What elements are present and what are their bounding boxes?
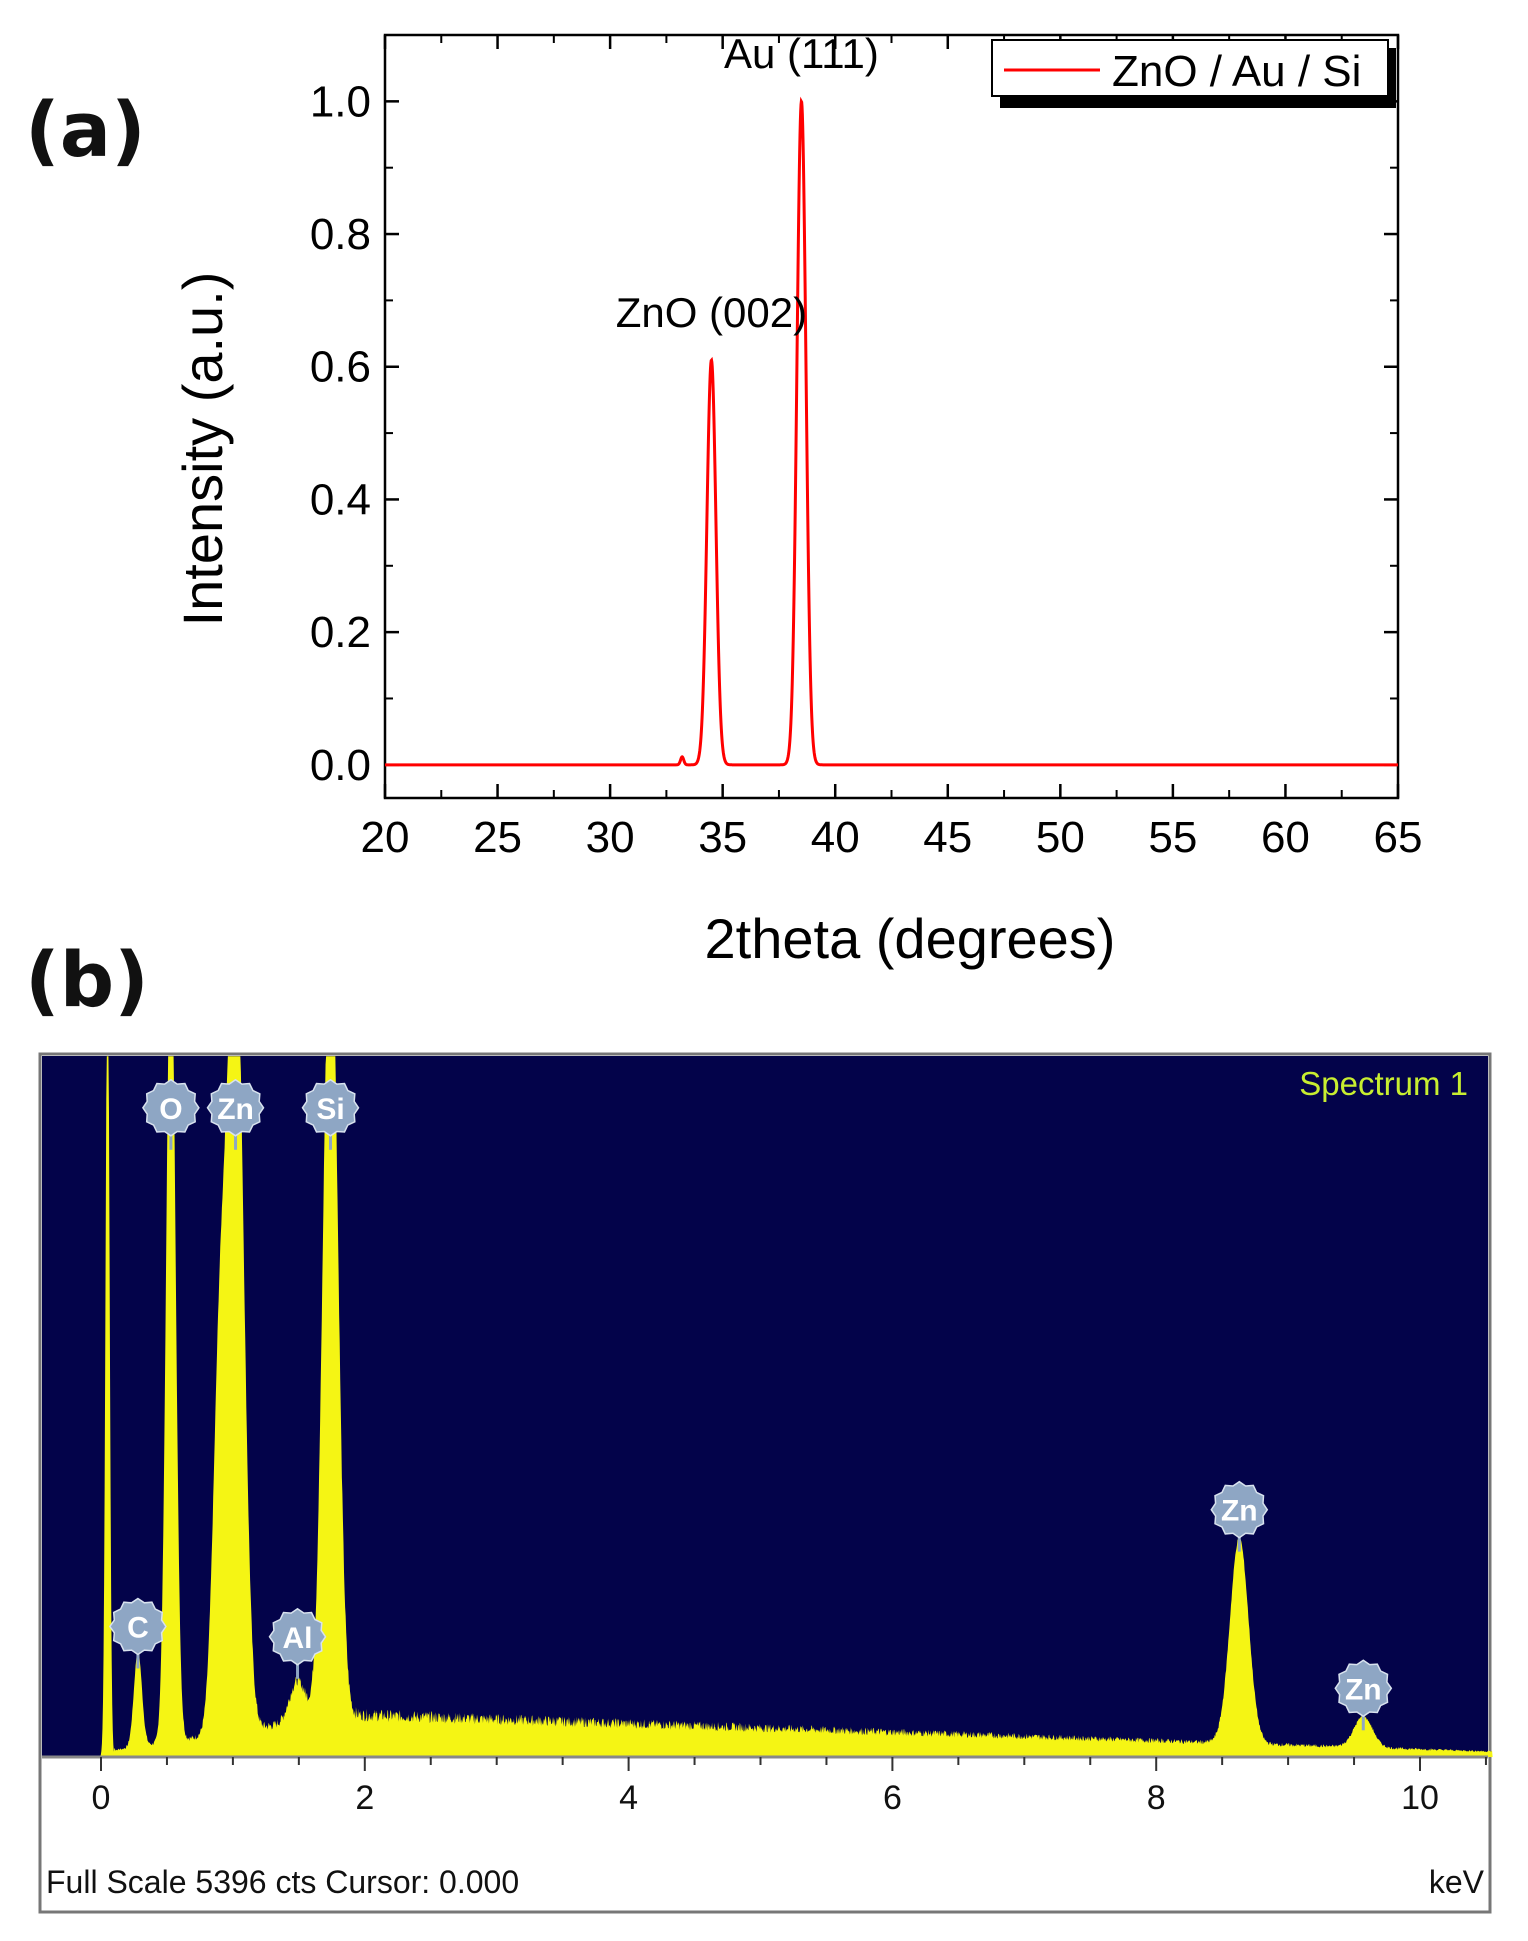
- xrd-legend: ZnO / Au / Si: [991, 39, 1396, 108]
- legend-entry: ZnO / Au / Si: [1112, 47, 1361, 96]
- eds-element-markers: O Zn Si C Al Zn Zn: [108, 1078, 1393, 1731]
- xrd-ytick-label: 0.8: [310, 210, 371, 259]
- eds-xtick-label: 0: [92, 1779, 111, 1817]
- eds-marker-badge: [206, 1078, 265, 1137]
- eds-plot-area: [42, 1056, 1488, 1757]
- xrd-xtick-label: 65: [1374, 813, 1423, 862]
- eds-element-marker: O: [141, 1078, 200, 1150]
- xrd-xtick-label: 20: [361, 813, 410, 862]
- eds-xtick-label: 8: [1147, 1779, 1166, 1817]
- xrd-annotations: Au (111) ZnO (002): [616, 30, 879, 336]
- eds-marker-label: Zn: [1221, 1495, 1258, 1528]
- xrd-ticks: 20 25 30 35 40 45 50 55 60 65 0.0 0.2 0.4 0.6 0.8 1.0: [310, 35, 1423, 862]
- xrd-ytick-label: 1.0: [310, 77, 371, 126]
- xrd-ytick-label: 0.4: [310, 475, 371, 524]
- eds-element-marker: C: [108, 1597, 167, 1669]
- eds-element-marker: Zn: [206, 1078, 265, 1150]
- xrd-xtick-label: 30: [586, 813, 635, 862]
- eds-marker-label: O: [159, 1093, 182, 1126]
- legend-box: [991, 39, 1389, 97]
- eds-marker-label: C: [127, 1611, 149, 1644]
- xrd-ytick-label: 0.0: [310, 741, 371, 790]
- eds-marker-badge: [301, 1078, 360, 1137]
- eds-marker-label: Zn: [217, 1093, 254, 1126]
- eds-element-marker: Zn: [1334, 1659, 1393, 1731]
- xrd-peak-annotation: Au (111): [724, 30, 879, 77]
- xrd-xtick-label: 60: [1261, 813, 1310, 862]
- eds-marker-badge: [108, 1597, 167, 1656]
- eds-marker-badge: [141, 1078, 200, 1137]
- xrd-peak-annotation: ZnO (002): [616, 289, 807, 336]
- xrd-ytick-label: 0.2: [310, 608, 371, 657]
- eds-marker-badge: [1334, 1659, 1393, 1718]
- xrd-ylabel: Intensity (a.u.): [171, 272, 234, 627]
- panel-a-label: (a): [25, 85, 146, 174]
- eds-xtick-label: 10: [1401, 1779, 1439, 1817]
- xrd-ytick-label: 0.6: [310, 343, 371, 392]
- xrd-xtick-label: 45: [923, 813, 972, 862]
- eds-marker-badge: [1210, 1480, 1269, 1539]
- xrd-xtick-label: 35: [698, 813, 747, 862]
- xrd-xtick-label: 50: [1036, 813, 1085, 862]
- eds-marker-badge: [268, 1607, 327, 1666]
- eds-marker-label: Al: [283, 1622, 313, 1655]
- xrd-xtick-label: 25: [473, 813, 522, 862]
- eds-element-marker: Si: [301, 1078, 360, 1150]
- eds-xtick-label: 2: [355, 1779, 374, 1817]
- eds-footer: Full Scale 5396 cts Cursor: 0.000: [46, 1864, 519, 1900]
- eds-element-marker: Al: [268, 1607, 327, 1679]
- eds-xtick-label: 4: [619, 1779, 638, 1817]
- eds-marker-label: Zn: [1345, 1673, 1382, 1706]
- eds-element-marker: Zn: [1210, 1480, 1269, 1552]
- eds-marker-label: Si: [316, 1093, 344, 1126]
- eds-unit-label: keV: [1429, 1864, 1485, 1900]
- xrd-series-line: [385, 96, 1398, 767]
- eds-ticks: 0 2 4 6 8 10: [92, 1757, 1487, 1817]
- eds-spectrum-title: Spectrum 1: [1299, 1065, 1468, 1102]
- panel-b-label: (b): [25, 935, 149, 1024]
- eds-xtick-label: 6: [883, 1779, 902, 1817]
- xrd-xlabel: 2theta (degrees): [705, 907, 1116, 970]
- xrd-xtick-label: 55: [1148, 813, 1197, 862]
- xrd-xtick-label: 40: [811, 813, 860, 862]
